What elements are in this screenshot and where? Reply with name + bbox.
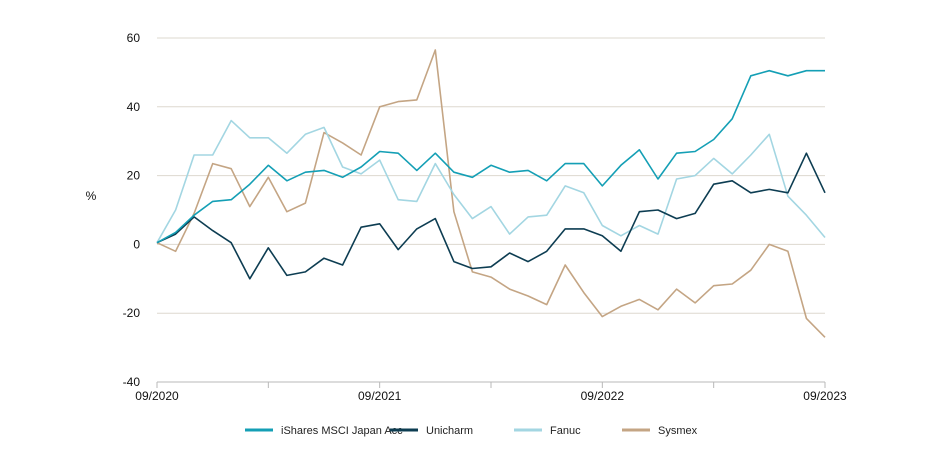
y-tick-label: 40	[127, 100, 141, 114]
legend-label: Sysmex	[658, 425, 698, 437]
legend: iShares MSCI Japan Acc Unicharm Fanuc Sysme…	[245, 425, 698, 437]
y-tick-label: -20	[123, 306, 141, 320]
x-tick-label: 09/2023	[803, 389, 847, 403]
x-tick-label: 09/2020	[135, 389, 179, 403]
y-tick-label: 20	[127, 169, 141, 183]
series-line-fanuc	[156, 119, 826, 244]
series-line-ishares-msci-japan-acc	[156, 69, 825, 244]
x-tick-label: 09/2021	[358, 389, 402, 403]
series-lines	[156, 49, 826, 338]
gridlines	[157, 37, 825, 383]
y-tick-label: -40	[123, 375, 141, 389]
legend-label: Unicharm	[426, 425, 473, 437]
y-axis-label: %	[86, 189, 97, 203]
series-line-sysmex	[156, 49, 826, 338]
legend-label: Fanuc	[550, 425, 581, 437]
series-line-unicharm	[156, 152, 826, 280]
x-tick-label: 09/2022	[581, 389, 625, 403]
y-axis-ticks: 60 40 20 0 -20 -40	[123, 31, 141, 389]
y-tick-label: 60	[127, 31, 141, 45]
x-axis: 09/2020 09/2021 09/2022 09/2023	[135, 382, 847, 403]
legend-label: iShares MSCI Japan Acc	[281, 425, 403, 437]
y-tick-label: 0	[133, 237, 140, 251]
